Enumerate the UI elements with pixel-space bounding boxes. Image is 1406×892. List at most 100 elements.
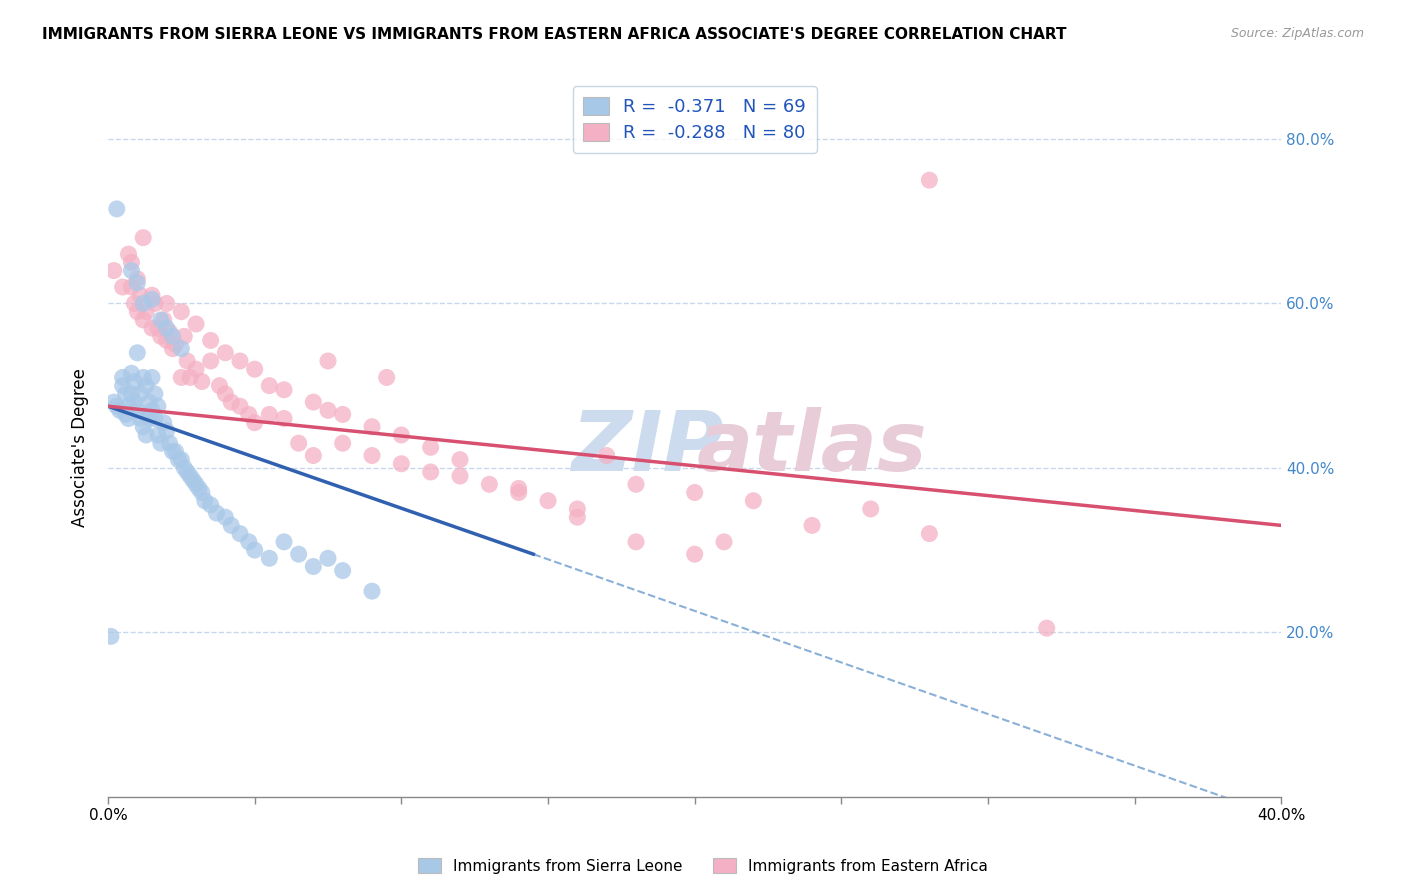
Point: [159, 436, 181, 450]
Point: [200, 354, 222, 368]
Point: [214, 387, 236, 401]
Point: [238, 408, 260, 422]
Point: [219, 395, 242, 409]
Text: Source: ZipAtlas.com: Source: ZipAtlas.com: [1230, 27, 1364, 40]
Point: [332, 408, 354, 422]
Point: [918, 526, 941, 541]
Point: [108, 403, 131, 417]
Point: [859, 502, 882, 516]
Point: [111, 370, 134, 384]
Point: [152, 416, 174, 430]
Point: [132, 230, 155, 244]
Point: [238, 534, 260, 549]
Point: [162, 342, 184, 356]
Point: [742, 493, 765, 508]
Point: [184, 317, 207, 331]
Point: [361, 584, 384, 599]
Point: [205, 506, 228, 520]
Point: [389, 428, 412, 442]
Point: [173, 329, 195, 343]
Y-axis label: Associate's Degree: Associate's Degree: [72, 368, 89, 527]
Point: [143, 387, 166, 401]
Point: [100, 629, 122, 643]
Point: [127, 304, 149, 318]
Point: [273, 383, 295, 397]
Point: [200, 334, 222, 348]
Point: [120, 255, 142, 269]
Point: [167, 452, 190, 467]
Point: [302, 559, 325, 574]
Point: [146, 399, 169, 413]
Point: [419, 440, 441, 454]
Point: [208, 378, 231, 392]
Point: [176, 354, 198, 368]
Point: [243, 543, 266, 558]
Text: atlas: atlas: [697, 407, 928, 488]
Point: [149, 313, 172, 327]
Point: [129, 288, 152, 302]
Point: [243, 416, 266, 430]
Point: [149, 329, 172, 343]
Point: [302, 395, 325, 409]
Point: [273, 411, 295, 425]
Point: [181, 473, 204, 487]
Point: [156, 296, 179, 310]
Point: [259, 408, 281, 422]
Point: [111, 280, 134, 294]
Point: [132, 419, 155, 434]
Point: [449, 452, 471, 467]
Point: [567, 510, 589, 524]
Point: [170, 370, 193, 384]
Point: [127, 345, 149, 359]
Point: [624, 534, 647, 549]
Point: [124, 296, 146, 310]
Point: [801, 518, 824, 533]
Point: [105, 399, 128, 413]
Point: [170, 342, 193, 356]
Point: [127, 403, 149, 417]
Point: [135, 428, 157, 442]
Point: [117, 399, 139, 413]
Point: [152, 313, 174, 327]
Point: [332, 564, 354, 578]
Point: [361, 419, 384, 434]
Point: [194, 493, 217, 508]
Legend: R =  -0.371   N = 69, R =  -0.288   N = 80: R = -0.371 N = 69, R = -0.288 N = 80: [572, 86, 817, 153]
Point: [120, 367, 142, 381]
Point: [138, 411, 160, 425]
Point: [127, 272, 149, 286]
Point: [105, 202, 128, 216]
Point: [138, 395, 160, 409]
Point: [129, 411, 152, 425]
Point: [229, 526, 252, 541]
Point: [567, 502, 589, 516]
Point: [243, 362, 266, 376]
Point: [114, 387, 136, 401]
Point: [146, 321, 169, 335]
Point: [184, 362, 207, 376]
Point: [124, 375, 146, 389]
Point: [191, 375, 214, 389]
Point: [316, 354, 339, 368]
Point: [146, 428, 169, 442]
Point: [179, 370, 201, 384]
Point: [120, 280, 142, 294]
Point: [176, 465, 198, 479]
Point: [332, 436, 354, 450]
Point: [141, 370, 163, 384]
Point: [114, 408, 136, 422]
Point: [170, 452, 193, 467]
Point: [537, 493, 560, 508]
Point: [259, 378, 281, 392]
Point: [713, 534, 735, 549]
Text: ZIP: ZIP: [571, 407, 724, 488]
Point: [229, 354, 252, 368]
Point: [170, 304, 193, 318]
Point: [683, 547, 706, 561]
Point: [184, 477, 207, 491]
Point: [149, 436, 172, 450]
Point: [191, 485, 214, 500]
Point: [273, 534, 295, 549]
Point: [595, 449, 617, 463]
Point: [287, 547, 309, 561]
